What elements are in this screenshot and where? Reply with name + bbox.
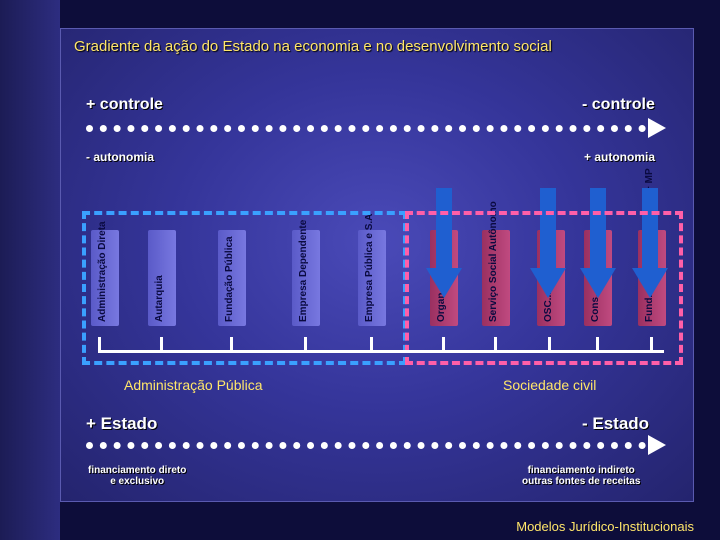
less-control-label: - controle — [582, 96, 655, 113]
less-state-label: - Estado — [582, 414, 650, 433]
control-dash-line — [86, 125, 646, 132]
tick — [230, 337, 233, 351]
public-administration-group — [82, 211, 407, 365]
slide-title: Gradiente da ação do Estado na economia … — [74, 38, 552, 55]
civil-society-label: Sociedade civil — [503, 377, 597, 393]
column-empresa-publica: Empresa Pública e S.A — [358, 214, 386, 326]
down-arrow-icon — [530, 188, 566, 298]
more-autonomy-label: + autonomia — [584, 150, 656, 164]
state-dash-line — [86, 442, 646, 449]
direct-financing-label: financiamento direto e exclusivo — [88, 465, 187, 487]
tick — [650, 337, 653, 351]
column-servico-social: Serviço Social Autônomo — [482, 201, 510, 326]
column-admin-direta: Administração Direta — [91, 221, 119, 326]
bracket-line — [98, 350, 664, 353]
tick — [596, 337, 599, 351]
control-arrow-icon — [648, 118, 666, 138]
tick — [442, 337, 445, 351]
tick — [494, 337, 497, 351]
tick — [160, 337, 163, 351]
more-control-label: + controle — [86, 96, 163, 113]
tick — [548, 337, 551, 351]
down-arrow-icon — [580, 188, 616, 298]
civil-society-group — [405, 211, 683, 365]
left-bevel — [0, 0, 60, 540]
tick — [304, 337, 307, 351]
column-empresa-dependente: Empresa Dependente — [292, 220, 320, 326]
indirect-financing-label: financiamento indireto outras fontes de … — [522, 465, 641, 487]
down-arrow-icon — [426, 188, 462, 298]
tick — [98, 337, 101, 351]
less-autonomy-label: - autonomia — [86, 150, 154, 164]
footer-label: Modelos Jurídico-Institucionais — [516, 519, 694, 534]
state-arrow-icon — [648, 435, 666, 455]
column-fundacao-publica: Fundação Pública — [218, 230, 246, 326]
down-arrow-icon — [632, 188, 668, 298]
more-state-label: + Estado — [86, 414, 158, 433]
column-autarquia: Autarquia — [148, 230, 176, 326]
public-administration-label: Administração Pública — [124, 377, 263, 393]
tick — [370, 337, 373, 351]
